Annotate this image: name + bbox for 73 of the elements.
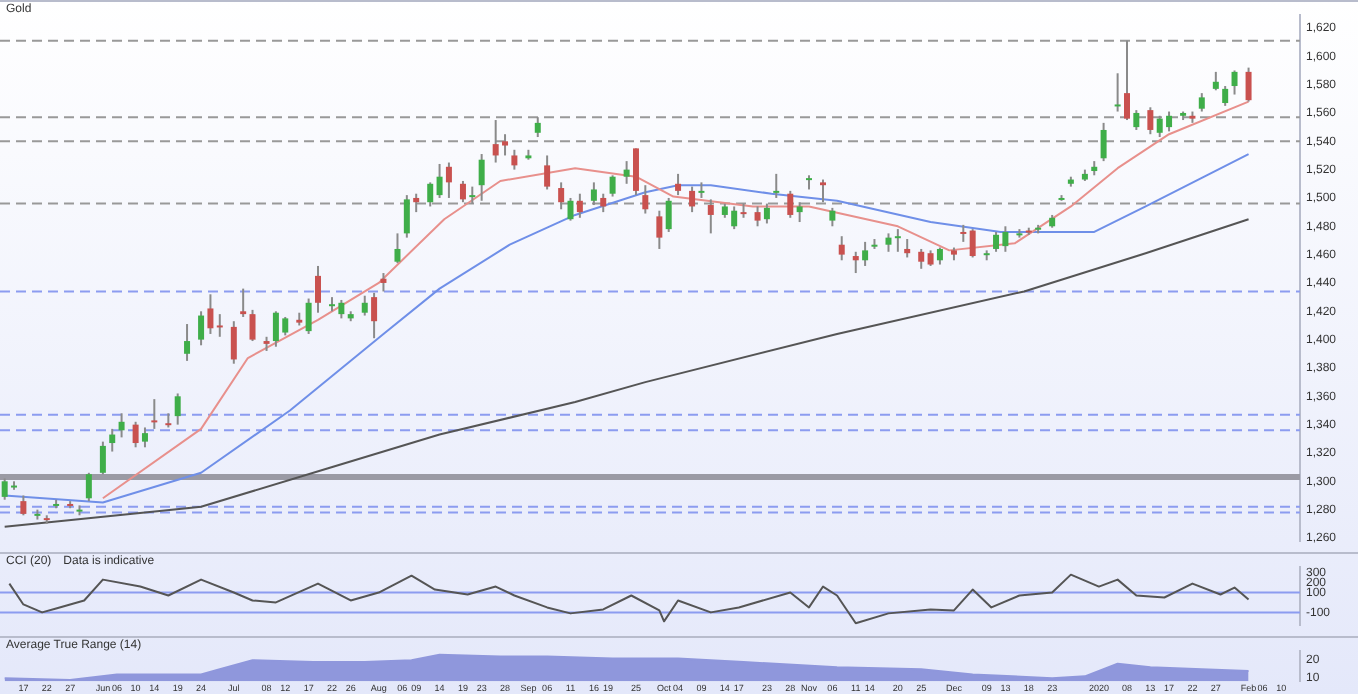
candlestick [698,181,705,199]
candlestick [249,308,256,343]
candlestick [1147,106,1154,136]
candlestick [240,287,247,318]
candlestick [656,209,663,250]
candlestick [1245,66,1252,103]
candlestick [534,116,541,139]
candlestick [436,162,443,199]
candlestick [230,320,237,365]
candlestick [576,192,583,219]
candlestick [623,160,630,185]
candlestick [1114,72,1121,113]
candlestick [600,192,607,214]
candlestick [511,148,518,171]
candlestick [885,232,892,253]
candlestick [1222,85,1229,107]
candlestick [380,272,387,293]
candlestick [763,202,770,225]
candlestick [1231,69,1238,96]
candlestick [993,230,1000,253]
candlestick [174,392,181,426]
candlestick [1100,121,1107,163]
candlestick [838,235,845,262]
candlestick [544,154,551,191]
candlestick [20,494,27,517]
candlestick [478,153,485,202]
candlestick [590,181,597,207]
candlestick [361,294,368,317]
candlestick [632,147,639,197]
candlestick [904,238,911,259]
candlestick [413,192,420,214]
candlestick [852,250,859,275]
candlestick [99,440,106,476]
candlestick [216,313,223,338]
candlestick [558,181,565,211]
candlestick [1123,39,1130,122]
candlestick [1198,92,1205,113]
candlestick [151,398,158,430]
candlestick [85,471,92,503]
candlestick [403,194,410,239]
candlestick [132,420,139,449]
candlestick [184,323,191,362]
candlestick [1212,70,1219,92]
candlestick [894,228,901,253]
candlestick [707,198,714,235]
candlestick [773,172,780,199]
candlestick [445,161,452,199]
candlestick [459,179,466,204]
candlestick [609,174,616,198]
candlestick [642,184,649,215]
candlestick [862,240,869,267]
candlestick [109,427,116,453]
candlestick [371,291,378,340]
candlestick [754,205,761,228]
candlestick [1133,109,1140,131]
candlestick [689,185,696,214]
candlestick [305,297,312,335]
candlestick [829,206,836,228]
candlestick [918,247,925,270]
candlestick [675,172,682,197]
candlestick [394,232,401,265]
candlestick [787,189,794,219]
candlestick [141,426,148,449]
candlestick [314,264,321,314]
candlestick [118,412,125,439]
candlestick [567,196,574,222]
candlestick [198,310,205,347]
candlestick [820,178,827,204]
candlestick [665,196,672,233]
candlestick [796,201,803,224]
candlestick [207,293,214,335]
candlestick [427,181,434,208]
candlestick [969,228,976,259]
